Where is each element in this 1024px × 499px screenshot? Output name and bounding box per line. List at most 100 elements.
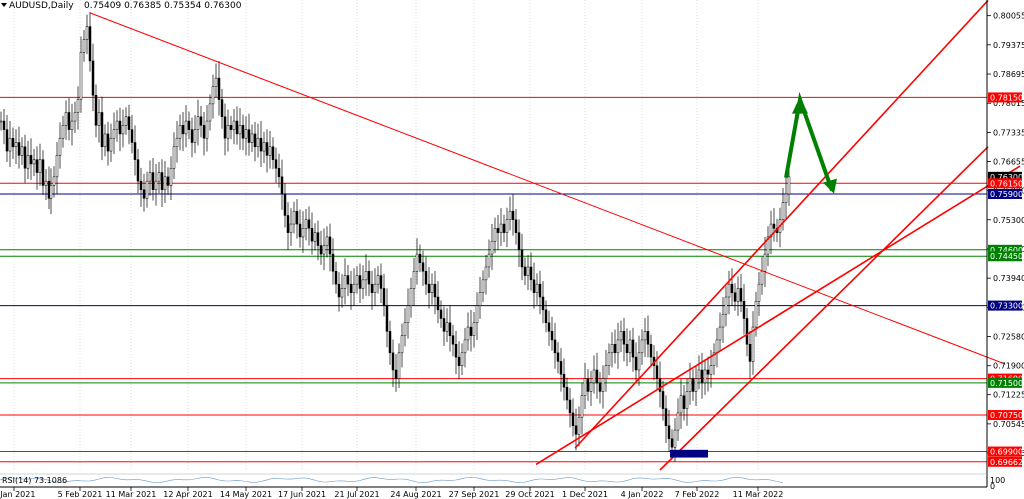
candle-body xyxy=(691,378,695,392)
candle-body xyxy=(577,416,581,435)
candle-body xyxy=(223,116,227,139)
price-label-box xyxy=(988,446,1022,457)
candle-body xyxy=(49,185,53,199)
candle-body xyxy=(32,159,36,165)
candle-body xyxy=(664,408,668,427)
candle-body xyxy=(643,331,647,341)
candle-body xyxy=(313,232,317,242)
candle-body xyxy=(544,309,548,324)
candle-body xyxy=(397,352,401,379)
candle-body xyxy=(604,365,608,379)
candle-body xyxy=(124,116,128,126)
candle-body xyxy=(649,343,653,358)
candle-body xyxy=(250,133,254,143)
candle-body xyxy=(667,425,671,439)
triangle-down-icon[interactable] xyxy=(1,3,7,7)
price-label-box xyxy=(988,251,1022,262)
candle-body xyxy=(121,125,125,135)
trendlines xyxy=(89,0,1021,471)
candle-body xyxy=(640,339,644,354)
candle-body xyxy=(349,283,353,293)
candle-body xyxy=(418,253,422,263)
symbol-label: AUDUSD,Daily xyxy=(9,1,74,11)
candle-body xyxy=(769,223,773,238)
candle-body xyxy=(304,219,308,229)
candle-body xyxy=(331,253,335,272)
candle-body xyxy=(154,180,158,190)
candle-body xyxy=(38,159,42,173)
candle-body xyxy=(484,266,488,281)
candle-body xyxy=(29,155,33,165)
candle-body xyxy=(133,142,137,160)
candle-body xyxy=(685,391,689,409)
candle-body xyxy=(760,271,764,285)
candle-body xyxy=(526,266,530,276)
candle-body xyxy=(5,129,9,152)
candle-body xyxy=(682,395,686,409)
candle-body xyxy=(574,425,578,435)
candle-body xyxy=(724,296,728,315)
candle-body xyxy=(94,95,98,126)
candle-body xyxy=(595,369,599,384)
time-tick-label: 11 Mar 2021 xyxy=(106,490,157,499)
candle-body xyxy=(232,120,236,130)
candle-body xyxy=(394,369,398,379)
candle-body xyxy=(415,253,419,272)
candle-body xyxy=(112,129,116,139)
price-label-text: 0.75900 xyxy=(990,190,1023,199)
price-tick-label: 0.75300 xyxy=(993,216,1024,225)
candle-body xyxy=(739,288,743,302)
candle-body xyxy=(130,129,134,143)
candle-body xyxy=(676,412,680,431)
price-tick-label: 0.77335 xyxy=(993,128,1024,137)
rsi-scale-bottom: 0 xyxy=(990,482,995,491)
candle-body xyxy=(226,125,230,139)
candle-body xyxy=(751,326,755,362)
candle-body xyxy=(424,271,428,285)
candle-body xyxy=(307,219,311,229)
candle-body xyxy=(460,352,464,366)
time-tick-label: 24 Aug 2021 xyxy=(390,490,441,499)
trendline-descending-resistance xyxy=(89,12,1006,365)
time-tick-label: 5 Feb 2021 xyxy=(58,490,103,499)
candle-body xyxy=(628,339,632,354)
candle-body xyxy=(598,382,602,392)
candle-body xyxy=(166,176,170,186)
candle-body xyxy=(109,137,113,152)
candle-body xyxy=(499,223,503,233)
candle-body xyxy=(709,365,713,375)
candle-body xyxy=(379,275,383,289)
candle-body xyxy=(292,210,296,225)
candle-body xyxy=(562,374,566,388)
candle-body xyxy=(772,223,776,229)
candle-body xyxy=(211,86,215,105)
candle-body xyxy=(190,129,194,143)
candle-body xyxy=(118,120,122,135)
candle-body xyxy=(319,245,323,255)
candle-body xyxy=(463,339,467,354)
candle-body xyxy=(103,133,107,148)
candle-body xyxy=(436,296,440,311)
candle-body xyxy=(160,172,164,190)
price-tick-label: 0.70545 xyxy=(993,420,1024,429)
candle-body xyxy=(712,352,716,366)
candle-body xyxy=(637,352,641,371)
candle-body xyxy=(268,146,272,156)
candle-body xyxy=(766,236,770,255)
candle-body xyxy=(55,155,59,178)
candle-body xyxy=(553,339,557,354)
price-tick-label: 0.78695 xyxy=(993,70,1024,79)
candle-body xyxy=(0,120,3,123)
candle-body xyxy=(142,189,146,199)
candle-body xyxy=(523,266,527,276)
time-tick-label: 11 Mar 2022 xyxy=(733,490,784,499)
price-label-box xyxy=(988,377,1022,388)
candle-body xyxy=(583,378,587,396)
candle-body xyxy=(784,193,788,203)
candle-body xyxy=(148,172,152,182)
candle-body xyxy=(283,193,287,216)
candle-body xyxy=(343,275,347,289)
candle-body xyxy=(181,125,185,135)
